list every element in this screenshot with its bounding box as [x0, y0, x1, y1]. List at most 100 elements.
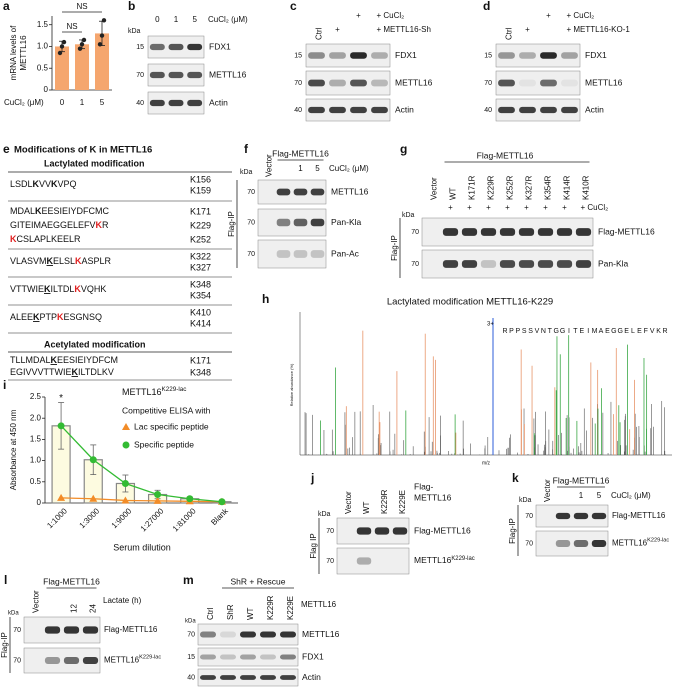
blot-band — [480, 260, 497, 268]
y-tick-label: 1.0 — [37, 42, 49, 51]
y-tick-label: 2.5 — [30, 392, 42, 401]
label: Flag IP — [309, 533, 318, 558]
label: + CuCl₂ — [581, 203, 609, 212]
blot-band — [556, 260, 573, 268]
label: 15 — [187, 654, 195, 661]
sequence: GITEIMAEGGELEFVKR — [10, 220, 109, 230]
data-point — [57, 493, 66, 501]
label: + — [546, 11, 551, 20]
label: kDa — [8, 611, 19, 617]
site-label: K414 — [190, 318, 211, 328]
label: Flag-METTL16 — [43, 576, 100, 586]
label: + — [543, 203, 548, 212]
label: METTL16 — [585, 77, 623, 87]
label: E — [605, 328, 610, 335]
data-point — [153, 496, 162, 504]
label: I — [568, 328, 570, 335]
label: K — [656, 328, 661, 335]
label: + METTL16-KO-1 — [567, 25, 631, 34]
sequence-part: K — [33, 312, 40, 322]
blot-band — [392, 527, 408, 535]
label: 70 — [13, 657, 21, 664]
label: + METTL16-Sh — [377, 25, 431, 34]
blot-band — [442, 228, 459, 236]
y-axis-label: METTL16 — [19, 35, 28, 71]
sequence-part: K — [96, 220, 103, 230]
blot-band — [310, 250, 325, 258]
label: METTL16K229-lac — [104, 655, 161, 665]
blot-band — [573, 540, 589, 547]
label-superscript: K229-lac — [451, 556, 474, 562]
label: + — [505, 203, 510, 212]
blot-band — [356, 557, 372, 565]
panel-letter: a — [3, 0, 10, 13]
blot-band — [280, 675, 296, 680]
panel-letter: c — [290, 0, 297, 13]
sequence-part: K — [74, 284, 81, 294]
label: 12 — [70, 604, 79, 613]
sequence-part: VPQ — [58, 179, 77, 189]
label: Actin — [395, 104, 414, 114]
label: P — [515, 328, 520, 335]
chart-subtitle: Competitive ELISA with — [122, 405, 211, 415]
data-point — [59, 44, 65, 49]
blot-band — [276, 188, 291, 196]
blot-band — [498, 79, 515, 87]
label-text: METTL16 — [122, 387, 162, 397]
blot-band — [240, 631, 256, 638]
label: METTL16 — [301, 600, 337, 609]
sequence-part: CSLAPLKEELR — [17, 234, 82, 244]
data-point — [89, 456, 97, 464]
sequence-part: GITEIMAEGGELEFV — [10, 220, 96, 230]
series-line — [61, 497, 222, 503]
blot-band — [260, 654, 276, 660]
panel-letter: i — [3, 378, 6, 392]
blot-band — [168, 99, 184, 107]
blot-band — [220, 675, 236, 680]
y-tick-label: 1.5 — [30, 435, 42, 444]
label: I — [587, 328, 589, 335]
label: 70 — [187, 631, 195, 638]
blot-band — [591, 540, 607, 547]
blot-band — [293, 250, 308, 258]
blot-band — [293, 188, 308, 196]
label: 15 — [294, 52, 302, 59]
label: METTL16 — [209, 69, 247, 79]
site-label: K322 — [190, 251, 211, 261]
sequence: KCSLAPLKEELR — [10, 234, 81, 244]
label: L — [631, 328, 635, 335]
series-line — [60, 425, 222, 503]
blot-band — [519, 106, 536, 114]
label: CuCl₂ (μM) — [329, 164, 369, 173]
blot-band — [82, 657, 99, 664]
label: 70 — [247, 219, 255, 226]
sequence: ALEEKPTPKESGNSQ — [10, 312, 102, 322]
label: WT — [246, 607, 255, 620]
panel-letter: h — [262, 292, 269, 306]
blot-band — [82, 626, 99, 634]
label: 1 — [298, 164, 303, 173]
sequence-part: K — [35, 206, 42, 216]
label: METTL16K229-lac — [414, 555, 475, 565]
blot-band — [149, 71, 165, 79]
label: A — [599, 328, 604, 335]
sequence-part: K — [44, 284, 51, 294]
sequence-part: TLLMDAL — [10, 355, 51, 365]
label: 70 — [484, 80, 492, 87]
label: CuCl₂ (μM) — [611, 491, 651, 500]
label: Pan-Ac — [331, 248, 360, 258]
blot-band — [480, 228, 497, 236]
blot-band — [200, 654, 216, 660]
sequence-part: VQHK — [81, 284, 107, 294]
label: kDa — [318, 511, 331, 518]
label: 5 — [192, 15, 197, 24]
label: WT — [362, 501, 371, 514]
blot-band — [187, 71, 203, 79]
site-label: K348 — [190, 367, 211, 377]
label: + — [525, 25, 530, 34]
sequence: TLLMDALKEESIEIYDFCM — [10, 355, 118, 365]
label: V — [535, 328, 540, 335]
label: 3+ — [487, 322, 494, 328]
blot-band — [276, 218, 291, 227]
blot-band — [461, 228, 478, 236]
